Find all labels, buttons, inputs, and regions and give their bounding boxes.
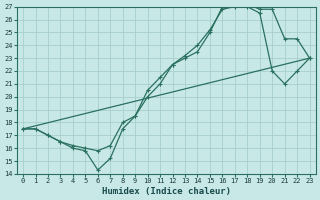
X-axis label: Humidex (Indice chaleur): Humidex (Indice chaleur) [102, 187, 231, 196]
